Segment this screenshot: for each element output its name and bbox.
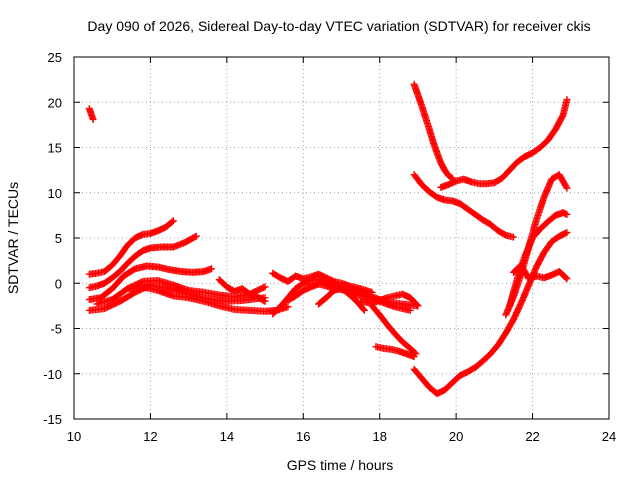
series-d: [85, 262, 216, 304]
series-i: [269, 269, 376, 296]
series-v: [509, 261, 571, 283]
data-points: [85, 80, 571, 398]
y-tick-label: 25: [48, 50, 62, 65]
data-point-marker: [208, 265, 216, 273]
data-point-marker: [406, 306, 414, 314]
series-r: [410, 171, 517, 241]
y-axis-title: SDTVAR / TECUs: [5, 182, 21, 294]
x-tick-label: 22: [525, 429, 539, 444]
series-s: [437, 96, 571, 191]
data-point-marker: [89, 115, 97, 123]
data-point-marker: [410, 353, 418, 361]
x-tick-label: 16: [296, 429, 310, 444]
series-c: [85, 232, 200, 292]
y-tick-label: 5: [55, 231, 62, 246]
data-point-marker: [563, 184, 571, 192]
axis-ticks: 10 12 14 16 18 20 22 24 -15 -10 -5 0 5 10 15 20 25: [43, 50, 616, 444]
data-point-marker: [261, 297, 269, 305]
x-tick-label: 24: [602, 429, 616, 444]
data-point-marker: [192, 232, 200, 240]
data-point-marker: [563, 210, 571, 218]
x-tick-label: 12: [143, 429, 157, 444]
data-point-marker: [563, 275, 571, 283]
series-n: [368, 302, 420, 358]
data-point-marker: [562, 183, 570, 191]
y-tick-label: 10: [48, 186, 62, 201]
series-a: [85, 105, 97, 123]
data-point-marker: [261, 283, 269, 291]
data-point-marker: [168, 218, 176, 226]
y-tick-label: 15: [48, 141, 62, 156]
data-point-marker: [563, 96, 571, 104]
data-point-marker: [413, 301, 421, 309]
data-point-marker: [562, 274, 570, 282]
data-point-marker: [284, 303, 292, 311]
data-point-marker: [563, 229, 571, 237]
x-tick-label: 18: [372, 429, 386, 444]
series-o: [372, 343, 418, 361]
y-tick-label: -10: [43, 367, 62, 382]
y-tick-label: -5: [50, 322, 62, 337]
x-axis-title: GPS time / hours: [287, 457, 394, 473]
series-m: [357, 290, 422, 310]
series-p: [410, 229, 571, 398]
data-point-marker: [414, 302, 422, 310]
series-g: [124, 283, 292, 315]
series-q: [410, 80, 456, 182]
data-point-marker: [260, 297, 268, 305]
data-point-marker: [169, 217, 177, 225]
y-tick-label: -15: [43, 412, 62, 427]
series-h: [215, 276, 269, 305]
series-b: [85, 217, 177, 278]
x-tick-label: 14: [220, 429, 234, 444]
series-l: [315, 284, 414, 314]
data-point-marker: [509, 233, 517, 241]
data-point-marker: [447, 173, 455, 181]
x-tick-label: 10: [67, 429, 81, 444]
data-point-marker: [191, 233, 199, 241]
data-point-marker: [359, 305, 367, 313]
data-point-marker: [260, 284, 268, 292]
data-point-marker: [360, 306, 368, 314]
x-tick-label: 20: [449, 429, 463, 444]
chart-title: Day 090 of 2026, Sidereal Day-to-day VTE…: [87, 18, 590, 34]
y-tick-label: 0: [55, 276, 62, 291]
y-tick-label: 20: [48, 95, 62, 110]
